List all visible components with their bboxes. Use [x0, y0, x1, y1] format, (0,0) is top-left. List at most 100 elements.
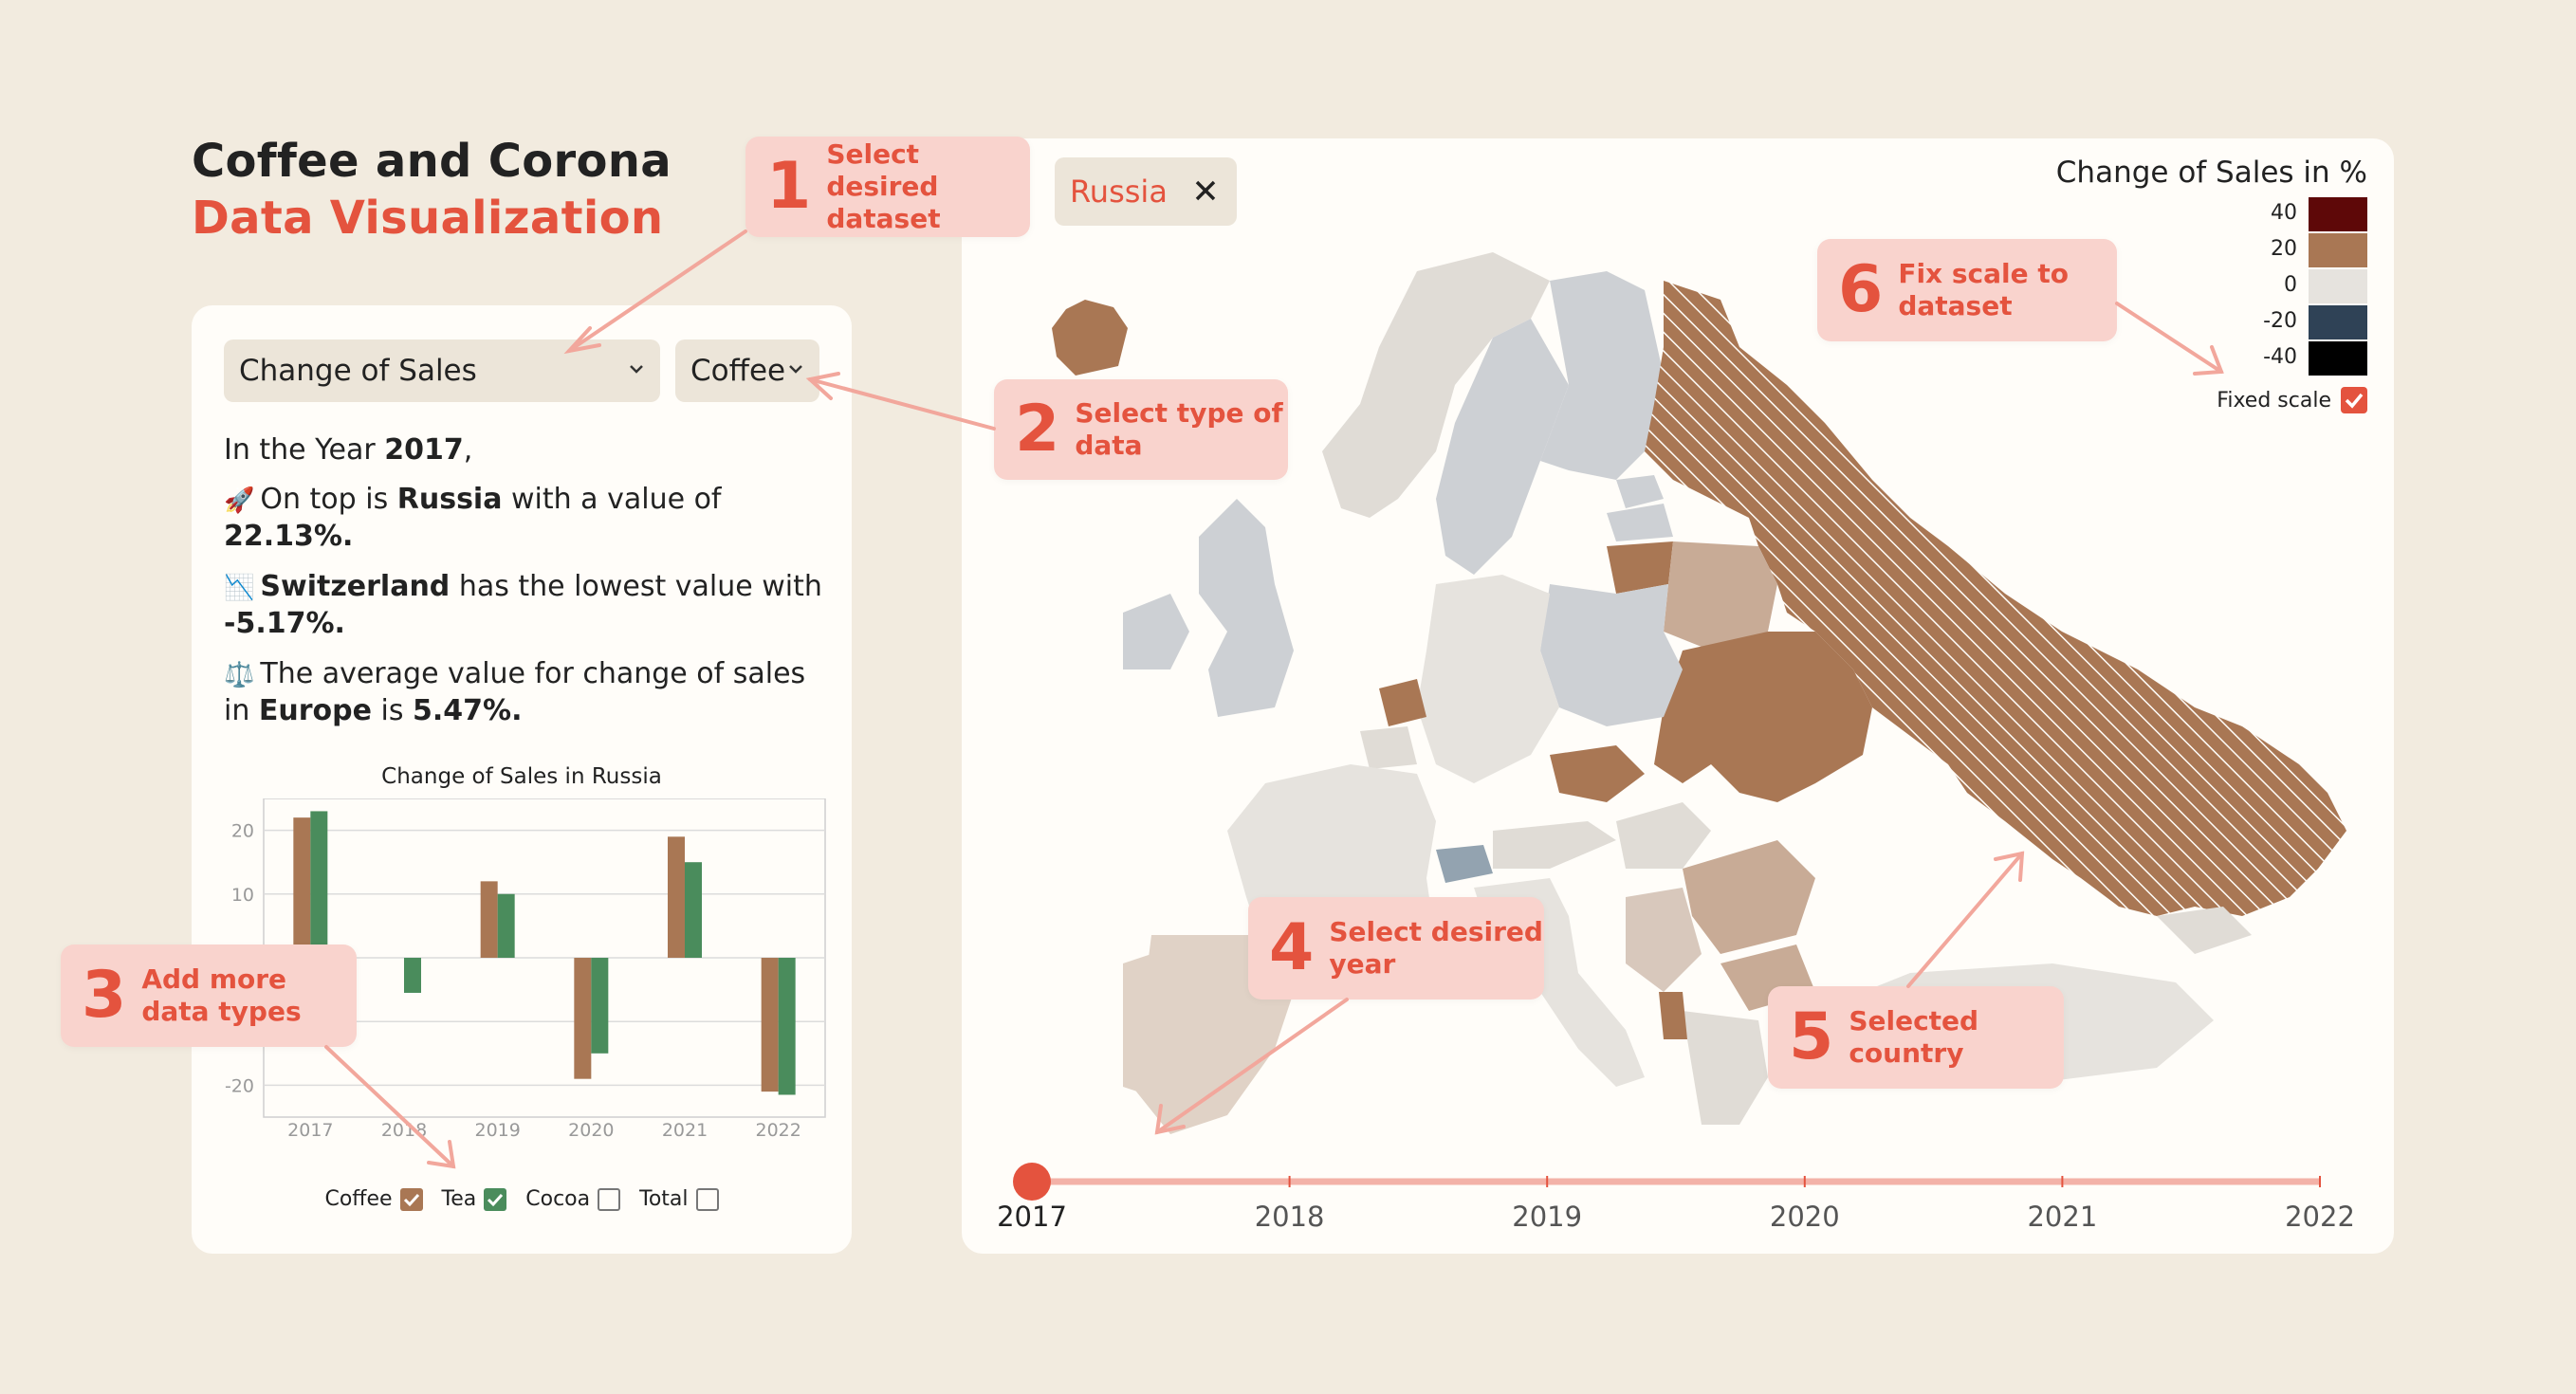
bar-tea-2017[interactable]	[310, 811, 328, 958]
bar-tea-2022[interactable]	[778, 958, 796, 1095]
chevron-down-icon	[789, 365, 802, 374]
scale-label: -40	[2263, 345, 2297, 369]
scale-swatch	[2309, 269, 2367, 303]
checkbox-checked-icon[interactable]	[484, 1187, 507, 1211]
close-icon[interactable]	[1191, 176, 1220, 205]
type-select[interactable]: Coffee	[675, 339, 819, 402]
story-low-value: -5.17%.	[224, 607, 345, 640]
country-albania[interactable]	[1659, 992, 1687, 1039]
country-sweden[interactable]	[1436, 319, 1569, 575]
year-label-2020[interactable]: 2020	[1769, 1201, 1840, 1233]
legend-checkbox-cocoa[interactable]: Cocoa	[525, 1187, 621, 1211]
year-slider[interactable]	[962, 1163, 2394, 1201]
x-tick-label: 2017	[287, 1120, 333, 1141]
country-lithuania[interactable]	[1607, 541, 1673, 594]
country-switzerland[interactable]	[1436, 845, 1493, 883]
callout-5: 5 Selected country	[1768, 986, 2064, 1089]
story-top: 🚀 On top is Russia with a value of 22.13%…	[224, 483, 722, 553]
country-belarus[interactable]	[1664, 541, 1777, 651]
country-romania[interactable]	[1683, 840, 1815, 954]
story-top-country: Russia	[396, 483, 503, 516]
year-label-2022[interactable]: 2022	[2285, 1201, 2355, 1233]
fixed-scale-label: Fixed scale	[2217, 388, 2331, 413]
country-ireland[interactable]	[1123, 594, 1189, 669]
country-estonia[interactable]	[1616, 475, 1664, 508]
story-low-country: Switzerland	[260, 570, 451, 603]
country-austria[interactable]	[1493, 821, 1616, 869]
callout-2: 2 Select type of data	[994, 379, 1288, 480]
country-netherlands[interactable]	[1379, 679, 1426, 726]
year-label-2017[interactable]: 2017	[997, 1201, 1067, 1233]
chart-title: Change of Sales in Russia	[381, 764, 662, 789]
legend-checkbox-label: Tea	[441, 1187, 477, 1211]
country-portugal[interactable]	[1123, 954, 1151, 1096]
country-georgia[interactable]	[2157, 907, 2252, 954]
country-latvia[interactable]	[1607, 504, 1673, 541]
scale-swatch	[2309, 305, 2367, 339]
story-top-value: 22.13%.	[224, 520, 354, 553]
legend-checkbox-tea[interactable]: Tea	[442, 1187, 507, 1211]
bar-coffee-2019[interactable]	[480, 881, 498, 958]
x-tick-label: 2021	[662, 1120, 708, 1141]
story-average-value: 5.47%.	[413, 694, 523, 727]
country-belgium[interactable]	[1360, 726, 1417, 769]
callout-3: 3 Add more data types	[61, 945, 357, 1047]
country-russia[interactable]	[1645, 281, 2346, 916]
country-united-kingdom[interactable]	[1199, 499, 1294, 717]
chevron-down-icon	[630, 365, 643, 374]
country-norway[interactable]	[1322, 252, 1550, 518]
app-title: Coffee and Corona	[192, 135, 672, 188]
x-tick-label: 2018	[381, 1120, 427, 1141]
bar-coffee-2020[interactable]	[574, 958, 592, 1079]
bar-tea-2021[interactable]	[685, 862, 702, 958]
country-greece[interactable]	[1683, 1011, 1768, 1125]
y-tick-label: 20	[231, 821, 254, 842]
x-tick-label: 2019	[474, 1120, 520, 1141]
bar-coffee-2022[interactable]	[761, 958, 779, 1092]
country-ukraine[interactable]	[1654, 632, 1872, 802]
scale-label: 20	[2271, 237, 2297, 261]
legend-checkbox-coffee[interactable]: Coffee	[324, 1187, 423, 1211]
country-serbia[interactable]	[1626, 888, 1702, 992]
info-panel: Change of Sales Coffee In the Year 2017,…	[192, 305, 852, 1254]
checkbox-empty-icon[interactable]	[695, 1187, 719, 1211]
story-low: 📉 Switzerland has the lowest value with -…	[224, 570, 822, 640]
bar-tea-2020[interactable]	[591, 958, 609, 1054]
checkbox-empty-icon[interactable]	[598, 1187, 621, 1211]
slider-handle[interactable]	[1013, 1163, 1051, 1201]
country-iceland[interactable]	[1052, 300, 1128, 376]
legend-checkbox-total[interactable]: Total	[639, 1187, 719, 1211]
country-hungary[interactable]	[1616, 802, 1711, 869]
rocket-icon: 🚀	[224, 486, 255, 515]
story-average: ⚖️ The average value for change of sales …	[224, 657, 806, 727]
year-label-2019[interactable]: 2019	[1512, 1201, 1583, 1233]
bar-tea-2018[interactable]	[404, 958, 421, 993]
legend-checkbox-label: Coffee	[324, 1187, 393, 1211]
x-tick-label: 2020	[568, 1120, 614, 1141]
checkbox-checked-icon[interactable]	[2341, 387, 2367, 413]
checkbox-checked-icon[interactable]	[399, 1187, 423, 1211]
y-tick-label: -20	[225, 1075, 254, 1096]
country-finland[interactable]	[1540, 271, 1664, 480]
bar-coffee-2021[interactable]	[668, 836, 685, 958]
type-select-value: Coffee	[690, 354, 786, 388]
bar-coffee-2017[interactable]	[293, 817, 311, 958]
country-germany[interactable]	[1417, 575, 1559, 783]
scale-swatch	[2309, 341, 2367, 376]
callout-1: 1 Select desired dataset	[745, 137, 1030, 237]
country-czechia[interactable]	[1550, 745, 1645, 802]
year-label-2018[interactable]: 2018	[1254, 1201, 1325, 1233]
story-year: In the Year 2017,	[224, 433, 473, 467]
selected-country-chip[interactable]: Russia	[1055, 157, 1237, 226]
callout-6: 6 Fix scale to dataset	[1817, 239, 2117, 341]
fixed-scale-toggle[interactable]: Fixed scale	[2217, 387, 2367, 413]
chart-decreasing-icon: 📉	[224, 574, 255, 602]
dataset-select[interactable]: Change of Sales	[224, 339, 660, 402]
app-subtitle: Data Visualization	[192, 192, 664, 245]
bar-tea-2019[interactable]	[497, 893, 515, 958]
year-label-2021[interactable]: 2021	[2027, 1201, 2098, 1233]
dataset-select-value: Change of Sales	[239, 354, 477, 388]
europe-map[interactable]	[962, 138, 2394, 1254]
country-poland[interactable]	[1540, 584, 1683, 726]
story-average-region: Europe	[258, 694, 372, 727]
